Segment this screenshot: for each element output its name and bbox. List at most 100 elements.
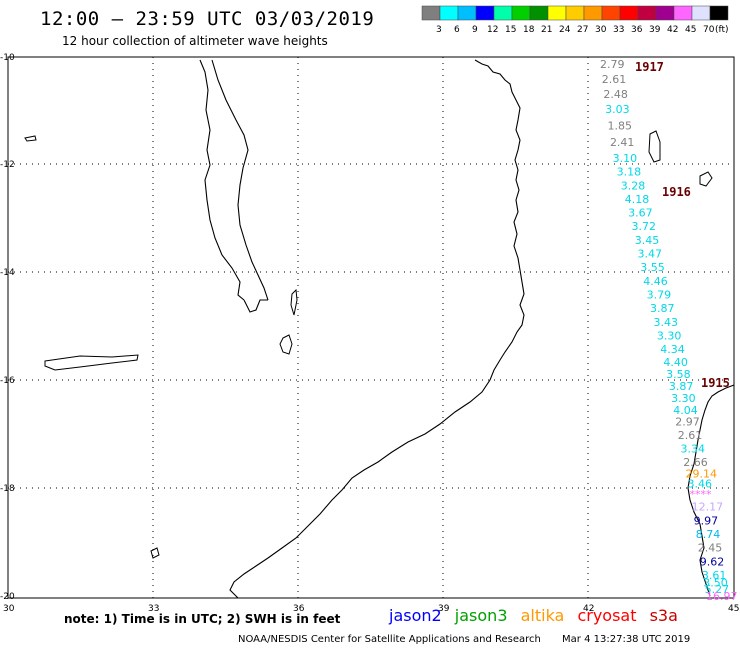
swh-value: 3.18 bbox=[617, 166, 642, 179]
swh-value: 3.87 bbox=[650, 302, 675, 315]
swh-value: 2.45 bbox=[698, 542, 723, 555]
swh-value: 3.43 bbox=[653, 316, 678, 329]
swh-value: 29.14 bbox=[685, 467, 717, 480]
colorbar-label: 42 bbox=[667, 25, 678, 35]
lat-labels: -10 -12 -14 -16 -18 -20 bbox=[0, 53, 15, 602]
footer: NOAA/NESDIS Center for Satellite Applica… bbox=[238, 634, 690, 645]
swh-value: 2.66 bbox=[683, 456, 708, 469]
lon-label: 45 bbox=[728, 604, 739, 614]
lake-chilwa bbox=[279, 334, 293, 355]
swh-value: 3.50 bbox=[703, 576, 728, 589]
colorbar-label: 6 bbox=[454, 25, 460, 35]
swh-value: **** bbox=[690, 488, 713, 501]
swh-value: 1.85 bbox=[608, 120, 633, 133]
colorbar-label: 36 bbox=[631, 25, 643, 35]
swh-value: 3.03 bbox=[605, 103, 630, 116]
swh-value: 12.17 bbox=[692, 501, 724, 514]
colorbar-label: 70 bbox=[703, 25, 715, 35]
colorbar-label: 39 bbox=[649, 25, 661, 35]
footer-credit: NOAA/NESDIS Center for Satellite Applica… bbox=[238, 634, 541, 645]
swh-value: 3.55 bbox=[640, 261, 665, 274]
colorbar-swatch bbox=[709, 5, 729, 21]
swh-value: 9.97 bbox=[694, 514, 719, 527]
lat-label: -12 bbox=[0, 160, 15, 170]
swh-value: 9.62 bbox=[700, 555, 725, 568]
legend-s3a: s3a bbox=[649, 606, 678, 625]
pass-label: 1917 bbox=[635, 60, 664, 74]
colorbar-label: 45 bbox=[685, 25, 696, 35]
map-frame bbox=[7, 56, 735, 599]
swh-value: 2.61 bbox=[602, 73, 627, 86]
lon-label: 42 bbox=[583, 604, 594, 614]
swh-value: 4.46 bbox=[643, 275, 668, 288]
page-title: 12:00 – 23:59 UTC 03/03/2019 bbox=[40, 8, 375, 30]
swh-value: 2.97 bbox=[675, 416, 700, 429]
lake-malawi-south bbox=[243, 299, 268, 313]
comoros-anjouan bbox=[699, 171, 713, 187]
colorbar-label: 15 bbox=[505, 25, 516, 35]
colorbar-label: 3 bbox=[436, 25, 442, 35]
lat-grid bbox=[8, 163, 734, 489]
colorbar-label: (ft) bbox=[715, 25, 729, 35]
swh-value: 4.04 bbox=[673, 404, 698, 417]
lake-malawi-west-shore bbox=[199, 59, 245, 301]
swh-value: 3.79 bbox=[647, 289, 672, 302]
legend-jason3: jason3 bbox=[454, 606, 508, 625]
swh-value: 2.48 bbox=[603, 88, 628, 101]
swh-value: 2.61 bbox=[678, 429, 703, 442]
comoros-mayotte bbox=[648, 130, 661, 163]
lon-label: 33 bbox=[148, 604, 159, 614]
legend-cryosat: cryosat bbox=[577, 606, 637, 625]
legend-altika: altika bbox=[520, 606, 565, 625]
swh-value: 2.79 bbox=[600, 58, 625, 71]
swh-value: 5.27 bbox=[705, 583, 730, 596]
satellite-legend: jason2 jason3 altika cryosat s3a bbox=[389, 606, 686, 625]
lat-label: -16 bbox=[0, 376, 15, 386]
colorbar-label: 27 bbox=[577, 25, 588, 35]
madagascar-west-coast bbox=[687, 384, 735, 597]
colorbar-label: 18 bbox=[523, 25, 535, 35]
pass-label: 1916 bbox=[662, 185, 691, 199]
swh-value: 3.87 bbox=[669, 380, 694, 393]
mozambique-coastline bbox=[229, 59, 525, 599]
lon-label: 30 bbox=[3, 604, 15, 614]
swh-value: 3.58 bbox=[666, 368, 691, 381]
swh-value: 3.28 bbox=[621, 179, 646, 192]
lon-labels: 30 33 36 39 42 45 bbox=[3, 604, 739, 614]
swh-value: 3.67 bbox=[628, 207, 653, 220]
lon-label: 36 bbox=[293, 604, 305, 614]
lon-label: 39 bbox=[438, 604, 450, 614]
lon-grid bbox=[152, 57, 589, 598]
lat-label: -10 bbox=[0, 53, 15, 63]
inland-lake-small bbox=[150, 547, 160, 559]
swh-value: 4.18 bbox=[625, 193, 650, 206]
swh-value: 3.34 bbox=[680, 442, 705, 455]
page-subtitle: 12 hour collection of altimeter wave hei… bbox=[62, 34, 328, 48]
swh-value: 8.74 bbox=[696, 528, 721, 541]
swh-value: 3.61 bbox=[702, 569, 727, 582]
swh-value: 4.40 bbox=[663, 356, 688, 369]
colorbar-label: 30 bbox=[595, 25, 607, 35]
lat-label: -18 bbox=[0, 484, 15, 494]
note-text: note: 1) Time is in UTC; 2) SWH is in fe… bbox=[64, 612, 341, 626]
footer-datetime: Mar 4 13:27:38 UTC 2019 bbox=[562, 634, 691, 645]
colorbar-label: 12 bbox=[487, 25, 498, 35]
colorbar-label: 9 bbox=[472, 25, 478, 35]
pass-label: 1915 bbox=[701, 376, 730, 390]
colorbar-label: 24 bbox=[559, 25, 571, 35]
lat-label: -20 bbox=[0, 592, 15, 602]
swh-value: 3.45 bbox=[635, 234, 660, 247]
swh-value: 2.41 bbox=[610, 136, 635, 149]
swh-value: 16.97 bbox=[706, 590, 738, 603]
swh-value: 4.34 bbox=[660, 343, 685, 356]
swh-value: 3.30 bbox=[671, 392, 696, 405]
color-scale-bar: 3 6 9 12 15 18 21 24 27 30 33 36 39 42 45 70 (ft) bbox=[421, 5, 729, 35]
lake-mweru-fragment bbox=[24, 135, 37, 142]
lake-malawi-east-shore bbox=[211, 59, 269, 301]
swh-value: 3.46 bbox=[688, 478, 713, 491]
swh-value: 3.10 bbox=[613, 152, 638, 165]
swh-value: 3.30 bbox=[657, 330, 682, 343]
lake-chiuta bbox=[290, 288, 298, 316]
swh-readings: 2.79 2.61 2.48 3.03 1.85 2.41 3.103.183.284.18… bbox=[600, 58, 738, 603]
